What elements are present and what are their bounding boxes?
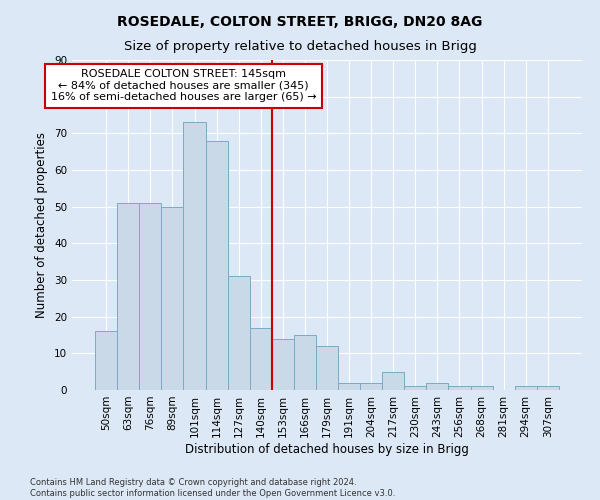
Bar (537, 386, 559, 390)
Bar (95, 332, 117, 390)
Bar (206, 140, 227, 390)
Bar (250, 328, 272, 390)
Text: ROSEDALE, COLTON STREET, BRIGG, DN20 8AG: ROSEDALE, COLTON STREET, BRIGG, DN20 8AG (118, 15, 482, 29)
Bar (382, 372, 404, 390)
Bar (316, 346, 338, 390)
Bar (404, 386, 427, 390)
Bar (139, 203, 161, 390)
Bar (294, 335, 316, 390)
Bar (427, 382, 448, 390)
Text: Size of property relative to detached houses in Brigg: Size of property relative to detached ho… (124, 40, 476, 53)
Y-axis label: Number of detached properties: Number of detached properties (35, 132, 49, 318)
Bar (470, 386, 493, 390)
Bar (272, 338, 294, 390)
X-axis label: Distribution of detached houses by size in Brigg: Distribution of detached houses by size … (185, 442, 469, 456)
Bar (448, 386, 470, 390)
Bar (338, 382, 360, 390)
Bar (161, 206, 184, 390)
Bar (117, 203, 139, 390)
Bar (184, 122, 206, 390)
Bar (360, 382, 382, 390)
Bar (227, 276, 250, 390)
Text: Contains HM Land Registry data © Crown copyright and database right 2024.
Contai: Contains HM Land Registry data © Crown c… (30, 478, 395, 498)
Text: ROSEDALE COLTON STREET: 145sqm
← 84% of detached houses are smaller (345)
16% of: ROSEDALE COLTON STREET: 145sqm ← 84% of … (50, 69, 316, 102)
Bar (515, 386, 537, 390)
